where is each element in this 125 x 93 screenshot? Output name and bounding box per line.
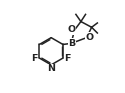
Text: F: F [64,54,71,63]
Text: F: F [32,54,38,63]
Text: N: N [47,64,55,73]
Text: B: B [68,39,75,48]
Text: O: O [67,25,76,34]
Text: O: O [86,33,94,42]
